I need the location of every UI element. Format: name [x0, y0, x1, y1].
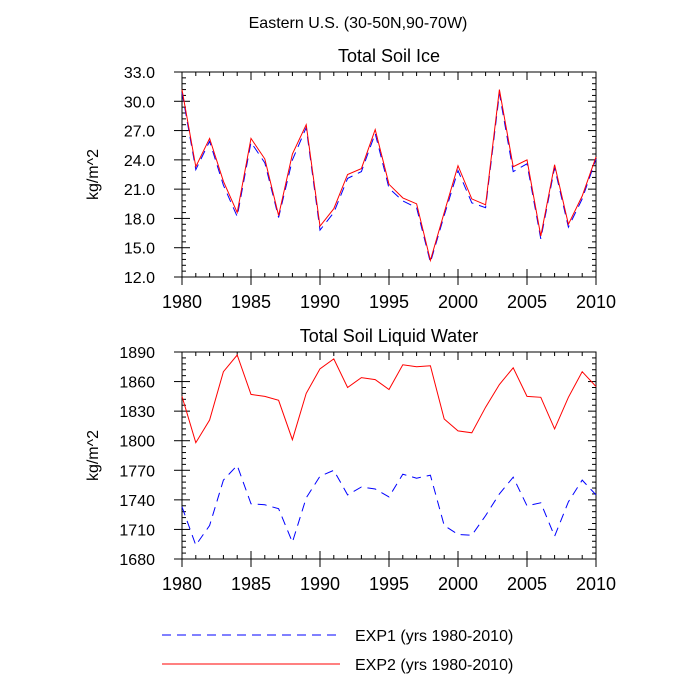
- y-tick-label: 1770: [119, 463, 155, 480]
- x-tick-label: 1980: [162, 574, 202, 594]
- x-tick-label: 1995: [369, 292, 409, 312]
- y-tick-label: 1830: [119, 404, 155, 421]
- series-line-exp1: [181, 92, 597, 265]
- panel-soil-liquid-water: Total Soil Liquid Water kg/m^2 1680 1710 174…: [85, 326, 616, 594]
- legend-label-exp2: EXP2 (yrs 1980-2010): [355, 657, 513, 674]
- y-tick-label: 1860: [119, 375, 155, 392]
- y-axis-label: kg/m^2: [85, 430, 102, 481]
- x-tick-label: 1980: [162, 292, 202, 312]
- panel-soil-ice: Total Soil Ice kg/m^2 12.0 15.0 18.0 21.0 24.0…: [85, 46, 616, 312]
- legend: EXP1 (yrs 1980-2010) EXP2 (yrs 1980-2010): [162, 628, 513, 674]
- x-tick-label: 2010: [576, 574, 616, 594]
- y-tick-label: 27.0: [124, 124, 155, 141]
- y-tick-label: 30.0: [124, 94, 155, 111]
- y-tick-label: 1800: [119, 434, 155, 451]
- plot-frame: [181, 351, 597, 560]
- x-tick-label: 2005: [507, 292, 547, 312]
- y-axis-label: kg/m^2: [85, 149, 102, 200]
- legend-label-exp1: EXP1 (yrs 1980-2010): [355, 628, 513, 645]
- y-tick-label: 1710: [119, 522, 155, 539]
- y-tick-label: 21.0: [124, 182, 155, 199]
- panel-title: Total Soil Liquid Water: [300, 326, 478, 346]
- y-tick-label: 18.0: [124, 211, 155, 228]
- x-tick-label: 2000: [438, 574, 478, 594]
- y-tick-label: 24.0: [124, 153, 155, 170]
- panel-title: Total Soil Ice: [338, 46, 440, 66]
- x-tick-label: 2010: [576, 292, 616, 312]
- y-tick-label: 33.0: [124, 65, 155, 82]
- y-tick-label: 1890: [119, 345, 155, 362]
- x-tick-label: 1985: [231, 292, 271, 312]
- x-tick-label: 2005: [507, 574, 547, 594]
- x-tick-label: 1990: [300, 574, 340, 594]
- series-line-exp1: [181, 464, 597, 547]
- series-line-exp2: [181, 89, 597, 263]
- y-tick-label: 1740: [119, 493, 155, 510]
- y-tick-label: 1680: [119, 552, 155, 569]
- x-tick-label: 1990: [300, 292, 340, 312]
- figure-title: Eastern U.S. (30-50N,90-70W): [249, 15, 468, 32]
- x-tick-label: 2000: [438, 292, 478, 312]
- y-tick-label: 12.0: [124, 270, 155, 287]
- x-tick-label: 1985: [231, 574, 271, 594]
- series-line-exp2: [181, 353, 597, 444]
- y-tick-label: 15.0: [124, 241, 155, 258]
- x-tick-label: 1995: [369, 574, 409, 594]
